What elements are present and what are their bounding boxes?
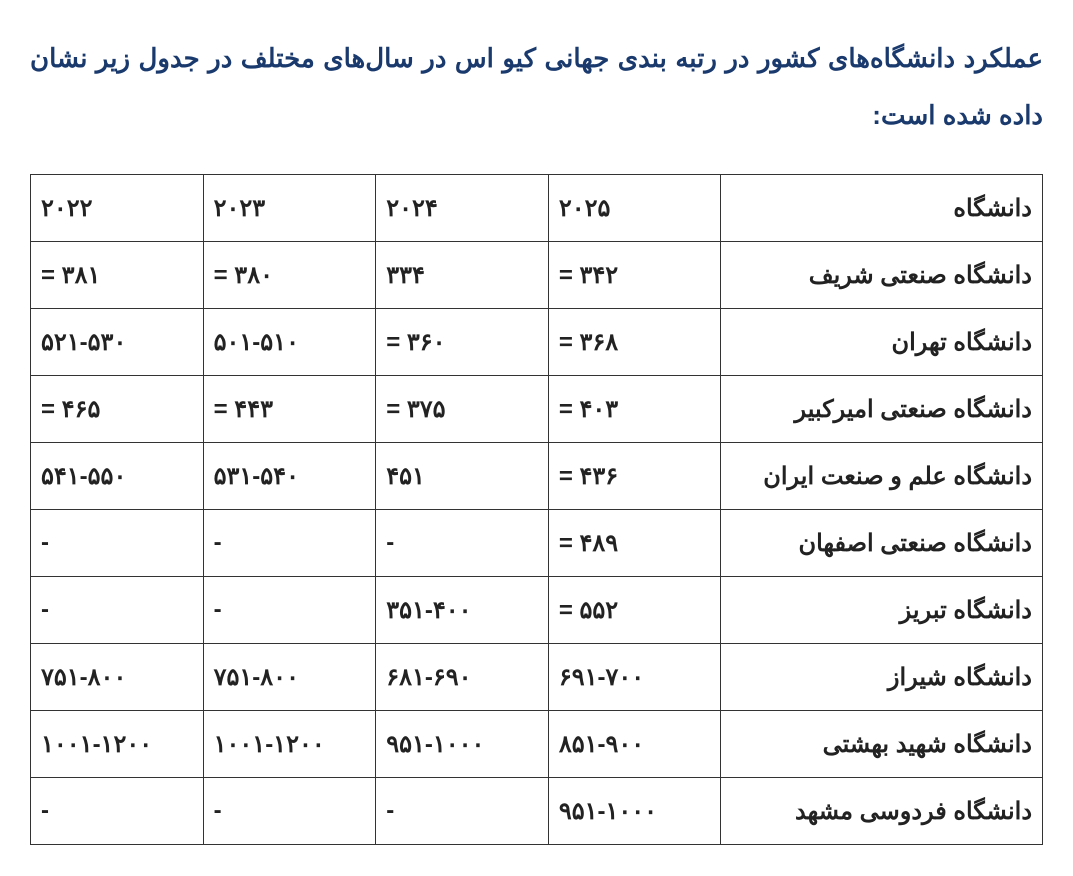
university-name: دانشگاه شهید بهشتی bbox=[721, 711, 1043, 778]
university-name: دانشگاه صنعتی اصفهان bbox=[721, 510, 1043, 577]
col-header-2024: ۲۰۲۴ bbox=[376, 175, 549, 242]
table-row: دانشگاه تبریز= ۵۵۲۳۵۱-۴۰۰-- bbox=[31, 577, 1043, 644]
rankings-table: دانشگاه ۲۰۲۵ ۲۰۲۴ ۲۰۲۳ ۲۰۲۲ دانشگاه صنعت… bbox=[30, 174, 1043, 845]
ranking-value: ۹۵۱-۱۰۰۰ bbox=[376, 711, 549, 778]
ranking-value: - bbox=[31, 577, 204, 644]
ranking-value: ۹۵۱-۱۰۰۰ bbox=[548, 778, 721, 845]
col-header-2025: ۲۰۲۵ bbox=[548, 175, 721, 242]
ranking-value: ۷۵۱-۸۰۰ bbox=[203, 644, 376, 711]
ranking-value: ۶۹۱-۷۰۰ bbox=[548, 644, 721, 711]
ranking-value: = ۴۶۵ bbox=[31, 376, 204, 443]
col-header-2023: ۲۰۲۳ bbox=[203, 175, 376, 242]
ranking-value: = ۳۴۲ bbox=[548, 242, 721, 309]
ranking-value: ۷۵۱-۸۰۰ bbox=[31, 644, 204, 711]
table-body: دانشگاه صنعتی شریف= ۳۴۲۳۳۴= ۳۸۰= ۳۸۱دانش… bbox=[31, 242, 1043, 845]
col-header-university: دانشگاه bbox=[721, 175, 1043, 242]
university-name: دانشگاه تهران bbox=[721, 309, 1043, 376]
ranking-value: = ۴۳۶ bbox=[548, 443, 721, 510]
table-header-row: دانشگاه ۲۰۲۵ ۲۰۲۴ ۲۰۲۳ ۲۰۲۲ bbox=[31, 175, 1043, 242]
ranking-value: = ۳۸۰ bbox=[203, 242, 376, 309]
ranking-value: ۳۵۱-۴۰۰ bbox=[376, 577, 549, 644]
university-name: دانشگاه صنعتی شریف bbox=[721, 242, 1043, 309]
table-row: دانشگاه علم و صنعت ایران= ۴۳۶۴۵۱۵۳۱-۵۴۰۵… bbox=[31, 443, 1043, 510]
ranking-value: ۱۰۰۱-۱۲۰۰ bbox=[31, 711, 204, 778]
page-title: عملکرد دانشگاه‌های کشور در رتبه بندی جها… bbox=[30, 30, 1043, 144]
university-name: دانشگاه صنعتی امیرکبیر bbox=[721, 376, 1043, 443]
col-header-2022: ۲۰۲۲ bbox=[31, 175, 204, 242]
ranking-value: - bbox=[203, 778, 376, 845]
ranking-value: ۶۸۱-۶۹۰ bbox=[376, 644, 549, 711]
ranking-value: - bbox=[376, 510, 549, 577]
ranking-value: ۴۵۱ bbox=[376, 443, 549, 510]
ranking-value: = ۴۴۳ bbox=[203, 376, 376, 443]
table-row: دانشگاه صنعتی امیرکبیر= ۴۰۳= ۳۷۵= ۴۴۳= ۴… bbox=[31, 376, 1043, 443]
ranking-value: - bbox=[203, 577, 376, 644]
ranking-value: = ۳۶۸ bbox=[548, 309, 721, 376]
ranking-value: ۵۰۱-۵۱۰ bbox=[203, 309, 376, 376]
table-row: دانشگاه فردوسی مشهد۹۵۱-۱۰۰۰--- bbox=[31, 778, 1043, 845]
ranking-value: ۱۰۰۱-۱۲۰۰ bbox=[203, 711, 376, 778]
ranking-value: - bbox=[31, 510, 204, 577]
ranking-value: = ۳۶۰ bbox=[376, 309, 549, 376]
ranking-value: ۵۴۱-۵۵۰ bbox=[31, 443, 204, 510]
table-row: دانشگاه صنعتی شریف= ۳۴۲۳۳۴= ۳۸۰= ۳۸۱ bbox=[31, 242, 1043, 309]
table-row: دانشگاه صنعتی اصفهان= ۴۸۹--- bbox=[31, 510, 1043, 577]
ranking-value: ۵۲۱-۵۳۰ bbox=[31, 309, 204, 376]
ranking-value: = ۳۷۵ bbox=[376, 376, 549, 443]
ranking-value: = ۳۸۱ bbox=[31, 242, 204, 309]
ranking-value: ۸۵۱-۹۰۰ bbox=[548, 711, 721, 778]
table-row: دانشگاه شیراز۶۹۱-۷۰۰۶۸۱-۶۹۰۷۵۱-۸۰۰۷۵۱-۸۰… bbox=[31, 644, 1043, 711]
ranking-value: ۵۳۱-۵۴۰ bbox=[203, 443, 376, 510]
ranking-value: = ۴۸۹ bbox=[548, 510, 721, 577]
ranking-value: ۳۳۴ bbox=[376, 242, 549, 309]
table-row: دانشگاه تهران= ۳۶۸= ۳۶۰۵۰۱-۵۱۰۵۲۱-۵۳۰ bbox=[31, 309, 1043, 376]
university-name: دانشگاه شیراز bbox=[721, 644, 1043, 711]
ranking-value: - bbox=[31, 778, 204, 845]
table-row: دانشگاه شهید بهشتی۸۵۱-۹۰۰۹۵۱-۱۰۰۰۱۰۰۱-۱۲… bbox=[31, 711, 1043, 778]
ranking-value: - bbox=[203, 510, 376, 577]
ranking-value: = ۴۰۳ bbox=[548, 376, 721, 443]
university-name: دانشگاه تبریز bbox=[721, 577, 1043, 644]
university-name: دانشگاه علم و صنعت ایران bbox=[721, 443, 1043, 510]
university-name: دانشگاه فردوسی مشهد bbox=[721, 778, 1043, 845]
ranking-value: = ۵۵۲ bbox=[548, 577, 721, 644]
ranking-value: - bbox=[376, 778, 549, 845]
